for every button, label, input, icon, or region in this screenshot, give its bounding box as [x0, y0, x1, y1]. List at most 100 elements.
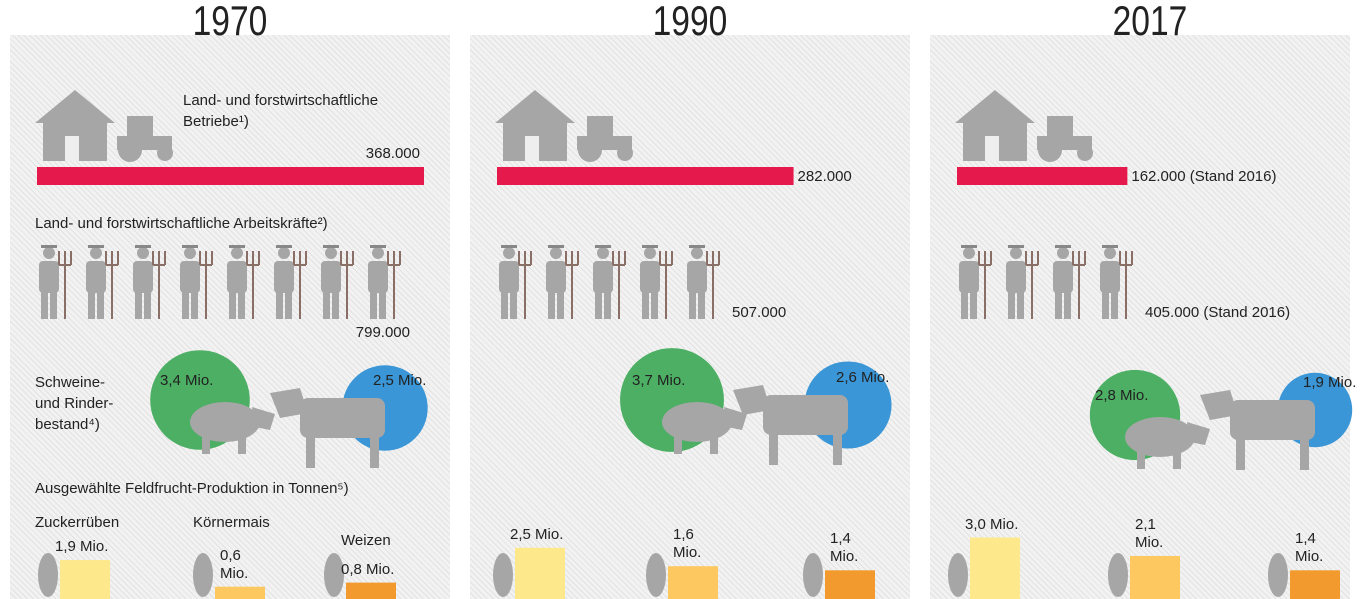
crop-icon [803, 553, 823, 597]
cow-icon [270, 388, 385, 468]
crop-value: 2,1 Mio. [1135, 515, 1164, 551]
hat [1008, 245, 1024, 248]
leg [710, 432, 718, 454]
leg [323, 291, 330, 319]
worker-icon [368, 245, 401, 319]
body [959, 261, 979, 293]
worker-icon [321, 245, 354, 319]
worker-icon [227, 245, 260, 319]
body [368, 261, 388, 293]
worker-icon [959, 245, 992, 319]
crop-value: 1,4 Mio. [1295, 530, 1324, 566]
pitchfork [1025, 251, 1039, 319]
hat [595, 245, 611, 248]
worker-icon [640, 245, 673, 319]
roof [35, 90, 115, 123]
worker-icon [133, 245, 166, 319]
leg [698, 291, 705, 319]
worker-icon [499, 245, 532, 319]
crop-bar [515, 547, 565, 599]
leg [97, 291, 104, 319]
hat [229, 245, 245, 248]
head [1057, 247, 1069, 259]
roof [955, 90, 1035, 123]
crop-bar [346, 582, 396, 599]
crop-bar [825, 570, 875, 599]
leg [769, 430, 778, 465]
hat [1055, 245, 1071, 248]
door [985, 136, 999, 161]
hat [182, 245, 198, 248]
leg [135, 291, 142, 319]
crop-icon [948, 553, 968, 597]
crop-bar [1290, 570, 1340, 599]
pig-icon [662, 402, 747, 454]
pitchfork [152, 251, 166, 319]
body [640, 261, 660, 293]
leg [1236, 435, 1245, 470]
leg [1300, 435, 1309, 470]
caption: Ausgewählte Feldfrucht-Produktion in Ton… [35, 480, 349, 497]
leg [674, 432, 682, 454]
pitchfork [105, 251, 119, 319]
pitchfork [199, 251, 213, 319]
leg [501, 291, 508, 319]
head [963, 247, 975, 259]
wheel [1038, 138, 1062, 162]
pitchfork [978, 251, 992, 319]
pitchfork [565, 251, 579, 319]
leg [1055, 291, 1062, 319]
head [733, 385, 771, 415]
leg [238, 432, 246, 454]
hat [642, 245, 658, 248]
farm-bar [957, 167, 1128, 185]
wheel [157, 145, 173, 161]
caption: Land- und forstwirtschaftliche Arbeitskr… [35, 215, 328, 232]
leg [970, 291, 977, 319]
wheel [118, 138, 142, 162]
wheel [578, 138, 602, 162]
leg [202, 432, 210, 454]
worker-value: 799.000 [355, 324, 410, 341]
pig-icon [1125, 417, 1210, 469]
leg [50, 291, 57, 319]
body [499, 261, 519, 293]
crop-name: Zuckerrüben [35, 514, 120, 531]
wheel [617, 145, 633, 161]
body [1125, 417, 1195, 457]
crop-bar [1130, 555, 1180, 599]
leg [370, 291, 377, 319]
pitchfork [340, 251, 354, 319]
leg [642, 291, 649, 319]
head [1010, 247, 1022, 259]
body [300, 398, 385, 438]
head [372, 247, 384, 259]
wheel [1077, 145, 1093, 161]
crop-icon [324, 553, 344, 597]
pitchfork [246, 251, 260, 319]
year-title: 1990 [652, 0, 728, 44]
leg [510, 291, 517, 319]
farm-value: 282.000 [797, 168, 852, 185]
head [1200, 390, 1238, 420]
crop-name: Körnermais [193, 514, 270, 531]
year-title: 1970 [192, 0, 268, 44]
door [525, 136, 539, 161]
leg [651, 291, 658, 319]
worker-icon [1053, 245, 1086, 319]
leg [1008, 291, 1015, 319]
door [65, 136, 79, 161]
crop-bar [970, 537, 1020, 599]
body [1053, 261, 1073, 293]
leg [370, 433, 379, 468]
crop-icon [38, 553, 58, 597]
worker-icon [1006, 245, 1039, 319]
leg [1064, 291, 1071, 319]
head [137, 247, 149, 259]
leg [1173, 447, 1181, 469]
head [184, 247, 196, 259]
pig-value: 2,8 Mio. [1095, 387, 1149, 404]
crop-name: Weizen [341, 532, 391, 549]
worker-icon [86, 245, 119, 319]
